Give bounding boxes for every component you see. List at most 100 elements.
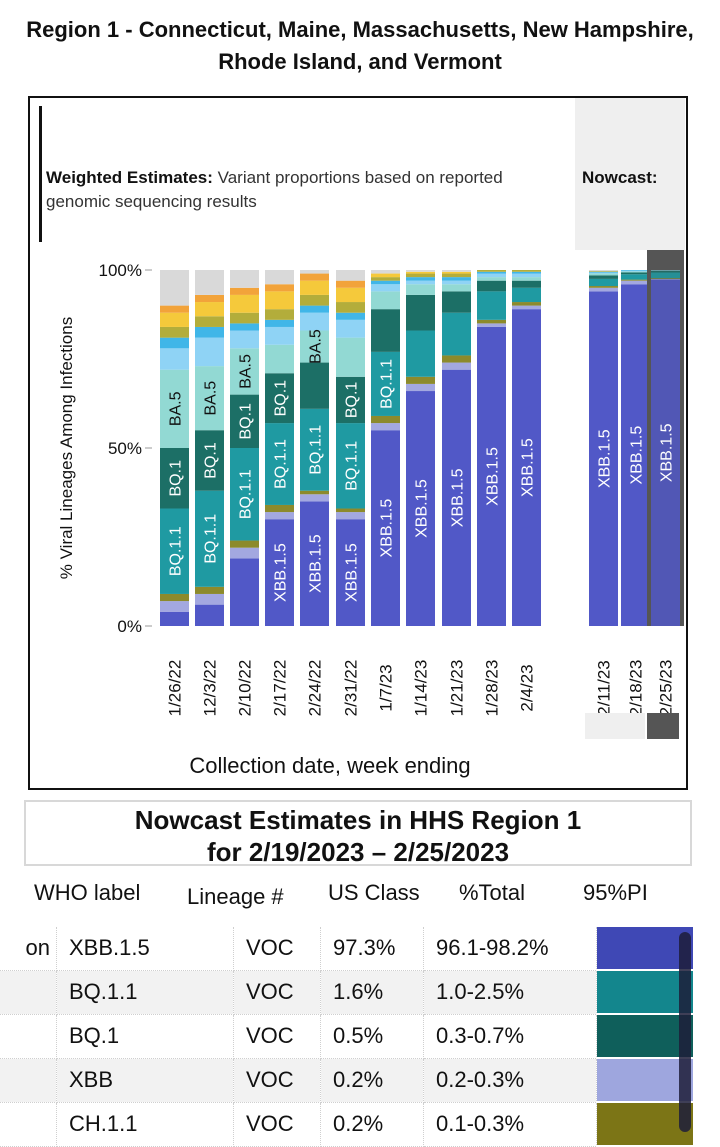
page-title: Region 1 - Connecticut, Maine, Massachus… — [0, 14, 720, 78]
bar-segment — [300, 494, 329, 501]
bar-segment — [477, 281, 506, 292]
cell-pi: 1.0-2.5% — [424, 970, 597, 1014]
bar-label: BQ.1 — [344, 382, 361, 419]
x-tick-label: 1/26/22 — [166, 660, 185, 717]
col-header-pi[interactable]: 95%PI — [583, 880, 648, 906]
bar-segment — [265, 284, 294, 291]
bar-remainder — [442, 270, 471, 272]
bar-remainder — [160, 270, 189, 306]
bar-segment — [442, 291, 471, 312]
bar-segment — [160, 338, 189, 349]
bar-label: XBB.1.5 — [485, 447, 502, 506]
bar-segment — [371, 284, 400, 291]
nowcast-title-line1: Nowcast Estimates in HHS Region 1 — [26, 804, 690, 836]
cell-total: 0.2% — [321, 1102, 424, 1146]
cell-pi: 0.1-0.3% — [424, 1102, 597, 1146]
bar-segment — [442, 277, 471, 281]
bar-segment — [442, 284, 471, 291]
bar-segment — [160, 601, 189, 612]
x-tick-label: 2/24/22 — [306, 660, 325, 717]
weighted-estimates-text: Weighted Estimates: Variant proportions … — [46, 168, 503, 211]
table-scrollbar[interactable] — [679, 932, 691, 1132]
bar-segment — [589, 272, 618, 273]
bar-label: BQ.1.1 — [344, 441, 361, 491]
bar-segment — [160, 327, 189, 338]
cell-lineage: XBB — [57, 1058, 234, 1102]
bar-segment — [512, 302, 541, 306]
bar-label: BQ.1.1 — [168, 526, 185, 576]
bar-segment — [371, 416, 400, 423]
col-header-lineage[interactable]: Lineage # — [187, 884, 284, 910]
bar-segment — [265, 327, 294, 345]
bar-segment — [477, 270, 506, 272]
y-axis-label: % Viral Lineages Among Infections — [57, 317, 76, 579]
cell-who — [0, 970, 57, 1014]
bar-label: BA.5 — [308, 329, 325, 364]
bar-segment — [406, 281, 435, 285]
bar-segment — [371, 277, 400, 281]
cell-us-class: VOC — [234, 1102, 321, 1146]
nowcast-label: Nowcast: — [582, 168, 658, 187]
bar-segment — [442, 281, 471, 285]
cell-who — [0, 1014, 57, 1058]
col-header-total[interactable]: %Total — [459, 880, 525, 906]
bar-segment — [265, 309, 294, 320]
bar-segment — [589, 279, 618, 286]
bar-segment — [371, 291, 400, 309]
bar-segment — [442, 355, 471, 362]
bar-segment — [265, 320, 294, 327]
chart-frame: Nowcast: Weighted Estimates: Variant prop… — [28, 96, 688, 790]
col-header-us-class[interactable]: US Class — [328, 880, 420, 906]
bar-segment — [160, 313, 189, 327]
bar-remainder — [230, 270, 259, 288]
cell-who — [0, 1058, 57, 1102]
bar-label: BQ.1.1 — [273, 439, 290, 489]
cell-lineage: BQ.1.1 — [57, 970, 234, 1014]
weighted-estimates-desc-line1: Variant proportions based on reported — [218, 168, 503, 187]
bar-segment — [512, 274, 541, 278]
bar-segment — [651, 271, 680, 273]
bar-segment — [651, 279, 680, 280]
bar-segment — [195, 605, 224, 626]
bar-segment — [371, 423, 400, 430]
bar-segment — [265, 345, 294, 373]
x-tick-label: 1/21/23 — [448, 660, 467, 717]
bar-segment — [651, 272, 680, 278]
bar-label: BQ.1.1 — [379, 359, 396, 409]
weighted-estimates-bold: Weighted Estimates: — [46, 168, 218, 187]
bar-segment — [230, 548, 259, 559]
x-tick-label: 12/3/22 — [201, 660, 220, 717]
x-tick-label: 2/10/22 — [236, 660, 255, 717]
bar-label: XBB.1.5 — [659, 423, 676, 482]
variant-proportions-chart: Nowcast: Weighted Estimates: Variant prop… — [30, 98, 686, 788]
bar-segment — [406, 274, 435, 278]
cell-total: 1.6% — [321, 970, 424, 1014]
bar-segment — [160, 348, 189, 369]
nowcast-footer-dark — [647, 713, 679, 739]
bar-label: XBB.1.5 — [520, 438, 537, 497]
bar-remainder — [300, 270, 329, 274]
bar-segment — [195, 587, 224, 594]
bar-segment — [406, 277, 435, 281]
cell-pi: 0.3-0.7% — [424, 1014, 597, 1058]
bar-segment — [195, 338, 224, 366]
col-header-who-label[interactable]: WHO label — [34, 880, 140, 906]
bar-label: BQ.1 — [203, 442, 220, 479]
bar-segment — [589, 288, 618, 292]
cell-who: on — [0, 927, 57, 970]
x-tick-label: 2/25/23 — [657, 660, 676, 717]
x-axis-label: Collection date, week ending — [189, 753, 470, 778]
bar-segment — [300, 363, 329, 409]
bar-segment — [477, 323, 506, 327]
bar-segment — [621, 274, 650, 279]
weighted-estimates-marker — [39, 106, 42, 242]
bar-segment — [406, 295, 435, 331]
bar-segment — [336, 512, 365, 519]
bar-segment — [406, 272, 435, 274]
